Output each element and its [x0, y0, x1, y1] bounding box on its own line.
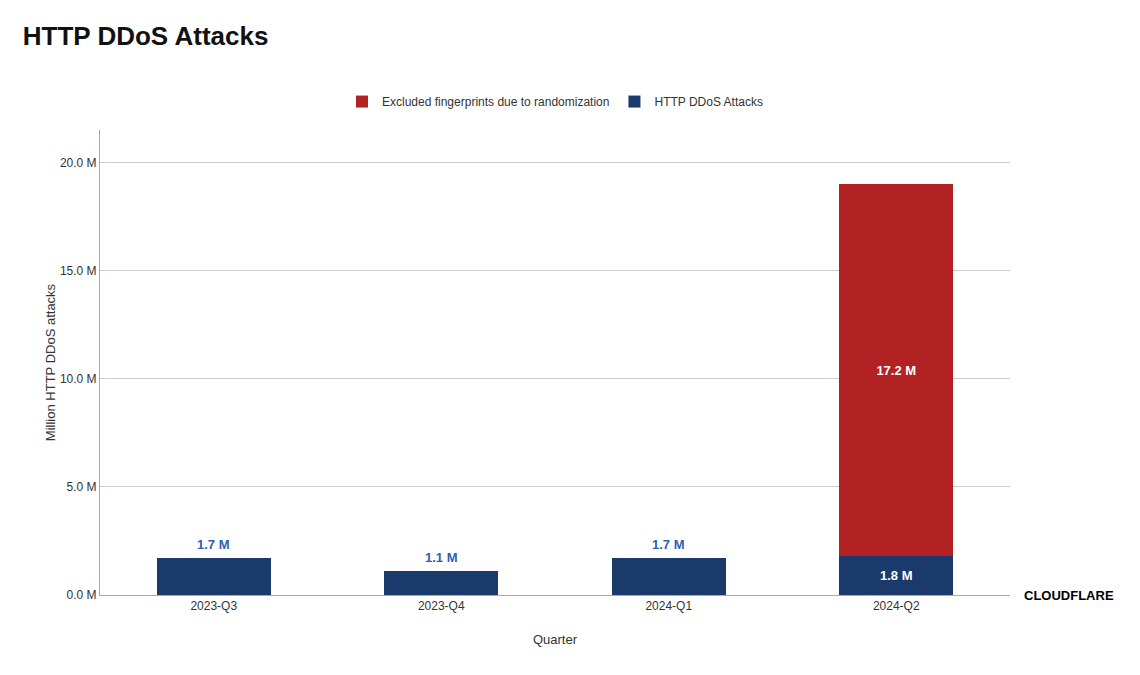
svg-text:15.0 M: 15.0 M — [60, 264, 97, 278]
svg-text:1.8 M: 1.8 M — [880, 568, 913, 583]
svg-text:20.0 M: 20.0 M — [60, 156, 97, 170]
svg-text:HTTP DDoS Attacks: HTTP DDoS Attacks — [654, 95, 762, 109]
svg-text:2024-Q1: 2024-Q1 — [645, 599, 692, 613]
svg-text:1.1 M: 1.1 M — [425, 550, 458, 565]
svg-text:0.0 M: 0.0 M — [67, 588, 97, 602]
svg-text:5.0 M: 5.0 M — [67, 480, 97, 494]
svg-text:1.7 M: 1.7 M — [652, 537, 685, 552]
svg-text:Excluded fingerprints due to r: Excluded fingerprints due to randomizati… — [382, 95, 609, 109]
svg-text:10.0 M: 10.0 M — [60, 372, 97, 386]
svg-text:2023-Q3: 2023-Q3 — [190, 599, 237, 613]
svg-text:2023-Q4: 2023-Q4 — [418, 599, 465, 613]
svg-text:17.2 M: 17.2 M — [876, 363, 916, 378]
svg-text:2024-Q2: 2024-Q2 — [873, 599, 920, 613]
svg-text:Quarter: Quarter — [533, 632, 578, 647]
svg-text:1.7 M: 1.7 M — [197, 537, 230, 552]
svg-text:Million HTTP DDoS attacks: Million HTTP DDoS attacks — [43, 283, 58, 441]
svg-text:HTTP DDoS Attacks: HTTP DDoS Attacks — [23, 21, 269, 51]
svg-text:CLOUDFLARE: CLOUDFLARE — [1024, 588, 1114, 603]
